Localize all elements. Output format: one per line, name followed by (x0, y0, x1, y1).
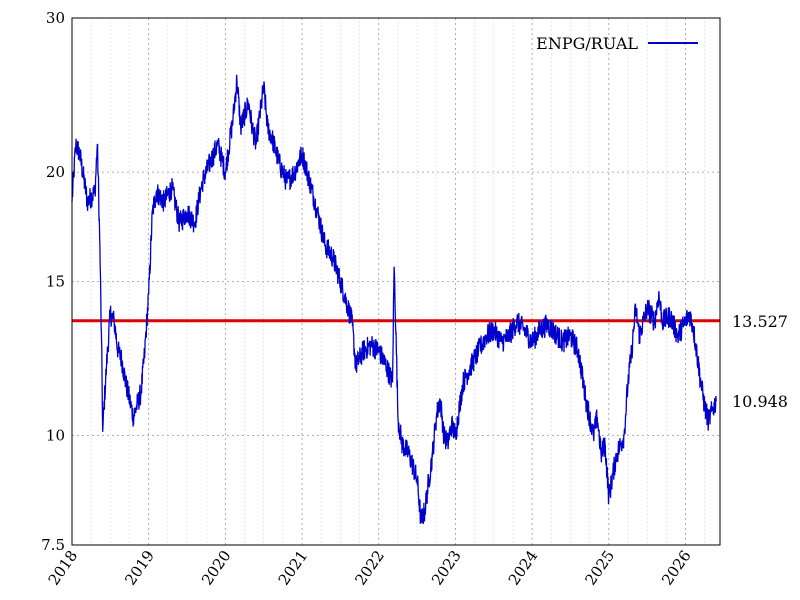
y-tick-label: 30 (46, 9, 65, 27)
y-tick-label: 15 (46, 273, 65, 291)
legend: ENPG/RUAL (536, 34, 698, 53)
x-axis: 2018 2019 2020 2021 2022 2023 2024 2025 2026 (45, 547, 695, 589)
legend-label-enpg-rual: ENPG/RUAL (536, 34, 638, 53)
reference-value-label: 13.527 (732, 312, 788, 331)
y-tick-label: 7.5 (41, 536, 65, 554)
x-tick-label: 2025 (581, 547, 618, 589)
y-tick-label: 10 (46, 427, 65, 445)
series-line-enpg-rual (71, 74, 717, 524)
grid (71, 17, 720, 546)
y-tick-label: 20 (46, 163, 65, 181)
x-tick-label: 2019 (121, 547, 158, 589)
x-tick-label: 2023 (428, 547, 465, 589)
x-tick-label: 2020 (198, 547, 235, 589)
x-tick-label: 2026 (658, 547, 695, 589)
plot-frame (71, 17, 721, 546)
x-tick-label: 2021 (275, 547, 312, 589)
x-tick-label: 2022 (351, 547, 388, 589)
x-tick-label: 2024 (505, 547, 542, 589)
y-axis: 30 20 15 10 7.5 (41, 9, 65, 554)
last-value-label: 10.948 (732, 392, 788, 411)
series-group (71, 74, 717, 524)
